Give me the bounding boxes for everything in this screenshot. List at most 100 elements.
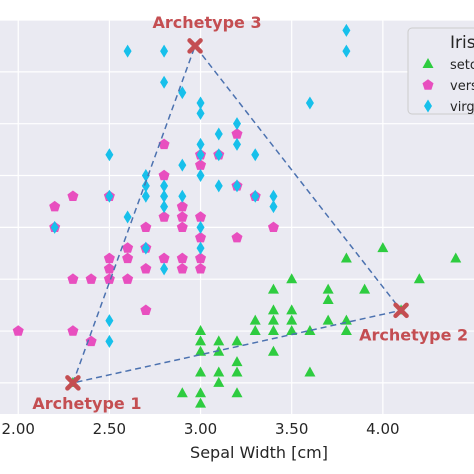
virginica-point — [160, 262, 169, 276]
archetype-markers: Archetype 1 Archetype 3 Archetype 2 — [32, 13, 468, 413]
virginica-point — [178, 189, 187, 203]
virginica-point — [214, 179, 223, 193]
versicolor-point — [103, 252, 115, 264]
setosa-point — [267, 314, 279, 325]
archetype-marker — [65, 375, 81, 391]
x-tick-label: 3.50 — [275, 420, 308, 438]
setosa-point — [195, 335, 207, 346]
virginica-point — [269, 189, 278, 203]
versicolor-point — [195, 252, 207, 264]
legend-entry: versicolor — [450, 79, 474, 94]
archetype-label: Archetype 2 — [359, 325, 468, 344]
setosa-point — [195, 397, 207, 408]
setosa-point — [267, 325, 279, 336]
x-tick-label: 2.50 — [93, 420, 126, 438]
virginica-point — [251, 189, 260, 203]
versicolor-point — [267, 221, 279, 233]
setosa-point — [304, 325, 316, 336]
virginica-point — [196, 220, 205, 234]
virginica-point — [251, 148, 260, 162]
versicolor-point — [158, 169, 170, 181]
virginica-point — [214, 127, 223, 141]
x-axis-label: Sepal Width [cm] — [190, 443, 328, 462]
virginica-point — [50, 220, 59, 234]
virginica-point — [160, 200, 169, 214]
versicolor-point — [67, 325, 79, 336]
virginica-point — [196, 148, 205, 162]
x-tick-label: 3.00 — [184, 420, 217, 438]
setosa-point — [249, 325, 261, 336]
archetype-marker — [187, 38, 203, 54]
virginica-point — [141, 179, 150, 193]
versicolor-point — [67, 273, 79, 284]
virginica-point — [105, 148, 114, 162]
versicolor-point — [231, 231, 243, 243]
setosa-point — [249, 314, 261, 325]
versicolor-point — [176, 221, 188, 233]
setosa-point — [176, 387, 188, 398]
archetype-label: Archetype 1 — [32, 394, 141, 413]
grid-lines — [0, 19, 474, 414]
plot-area — [0, 20, 474, 414]
versicolor-point — [176, 211, 188, 222]
versicolor-point — [140, 304, 152, 316]
setosa-point — [340, 325, 352, 336]
setosa-point — [413, 273, 425, 284]
data-points — [12, 23, 462, 408]
virginica-point — [214, 148, 223, 162]
versicolor-point — [12, 325, 24, 336]
versicolor-point — [49, 200, 61, 212]
virginica-point — [160, 44, 169, 58]
legend-entry: virginica — [450, 100, 474, 115]
x-tick-label: 2.00 — [2, 420, 35, 438]
virginica-point — [141, 189, 150, 203]
legend: Iris setosa versicolor virginica — [407, 27, 474, 115]
setosa-point — [267, 304, 279, 315]
legend-entry: setosa — [450, 58, 474, 73]
versicolor-point — [122, 252, 134, 264]
virginica-point — [160, 179, 169, 193]
virginica-point — [160, 75, 169, 89]
virginica-point — [233, 117, 241, 131]
versicolor-point — [122, 242, 134, 253]
virginica-point — [196, 106, 205, 120]
legend-box — [407, 27, 474, 115]
setosa-point — [213, 366, 225, 377]
virginica-point — [233, 179, 241, 193]
versicolor-point — [195, 211, 207, 222]
setosa-point — [359, 283, 371, 294]
setosa-point — [231, 366, 243, 377]
virginica-point — [305, 96, 314, 110]
virginica-point — [196, 96, 205, 110]
legend-marker — [422, 58, 434, 68]
virginica-point — [342, 44, 351, 58]
virginica-point — [196, 137, 205, 151]
setosa-point — [322, 293, 334, 304]
versicolor-point — [158, 252, 170, 264]
setosa-point — [267, 283, 279, 294]
virginica-point — [196, 241, 205, 255]
virginica-point — [123, 210, 132, 224]
setosa-point — [377, 242, 389, 253]
virginica-point — [269, 200, 278, 214]
setosa-point — [286, 325, 298, 336]
virginica-point — [160, 189, 169, 203]
setosa-point — [213, 335, 225, 346]
versicolor-point — [176, 263, 188, 274]
setosa-point — [450, 252, 462, 263]
setosa-point — [286, 273, 298, 284]
setosa-point — [322, 283, 334, 294]
virginica-point — [105, 314, 114, 328]
virginica-point — [178, 86, 187, 100]
versicolor-point — [140, 263, 152, 274]
versicolor-point — [195, 231, 207, 243]
versicolor-point — [176, 200, 188, 212]
archetype-hull — [71, 44, 403, 384]
versicolor-point — [85, 273, 97, 284]
setosa-point — [340, 314, 352, 325]
virginica-point — [196, 169, 205, 183]
virginica-point — [105, 334, 114, 348]
archetype-marker — [393, 302, 409, 319]
legend-marker — [422, 79, 434, 90]
